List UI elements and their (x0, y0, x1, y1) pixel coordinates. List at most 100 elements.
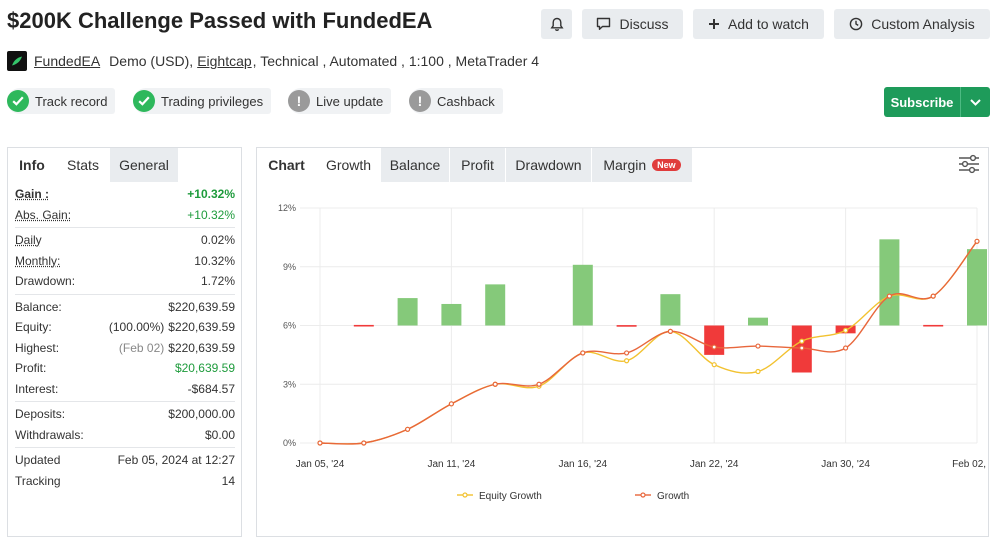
tab-balance[interactable]: Balance (381, 148, 449, 182)
legend-label: Growth (657, 491, 689, 502)
add-to-watch-button[interactable]: Add to watch (693, 9, 824, 39)
x-tick-label: Jan 22, '24 (690, 459, 739, 470)
bar (485, 284, 506, 326)
stat-label[interactable]: Monthly: (15, 253, 61, 268)
chart-settings-button[interactable] (958, 154, 980, 179)
page-title: $200K Challenge Passed with FundedEA (7, 8, 433, 33)
bar (616, 325, 637, 327)
growth-point (624, 350, 630, 356)
x-tick-label: Jan 16, '24 (558, 459, 607, 470)
stat-value: $220,639.59 (168, 320, 235, 335)
stats-panel: Info Stats General Gain : +10.32% Abs. G… (7, 147, 242, 537)
growth-point (448, 401, 454, 407)
tab-general[interactable]: General (110, 148, 178, 182)
comment-icon (597, 17, 611, 30)
system-meta: FundedEA Demo (USD), Eightcap , Technica… (7, 51, 539, 71)
badge-label: Track record (35, 93, 108, 109)
exclamation-circle-icon: ! (288, 90, 310, 112)
tab-margin[interactable]: Margin New (592, 148, 692, 182)
badge-live-update[interactable]: ! Live update (288, 88, 392, 114)
equity-growth-point (842, 327, 849, 333)
tab-stats[interactable]: Stats (67, 157, 99, 173)
badge-track-record[interactable]: Track record (7, 88, 116, 114)
tab-chart[interactable]: Chart (268, 157, 305, 173)
stat-label: Withdrawals: (15, 427, 84, 442)
bar (923, 324, 944, 327)
sliders-icon (959, 154, 979, 174)
tab-growth[interactable]: Growth (325, 157, 372, 173)
stat-value: $0.00 (204, 427, 235, 442)
x-tick-label: Jan 30, '24 (821, 459, 870, 470)
stat-interest: Interest: -$684.57 (15, 379, 235, 400)
stat-label: Updated (15, 453, 61, 468)
y-tick-label: 3% (283, 379, 296, 389)
y-tick-label: 9% (283, 262, 296, 272)
tab-drawdown[interactable]: Drawdown (506, 148, 591, 182)
discuss-button[interactable]: Discuss (582, 9, 683, 39)
growth-point (667, 328, 673, 334)
stat-balance: Balance: $220,639.59 (15, 297, 235, 318)
stat-value-wrap: (Feb 02) $220,639.59 (119, 341, 235, 355)
growth-line (319, 240, 978, 445)
stat-value: $220,639.59 (168, 299, 235, 314)
broker-link[interactable]: Eightcap (197, 53, 252, 69)
stat-label[interactable]: Gain : (15, 187, 50, 202)
bar (353, 324, 374, 327)
author-link[interactable]: FundedEA (34, 53, 101, 69)
tab-profit[interactable]: Profit (450, 148, 505, 182)
system-details: , Technical , Automated , 1:100 , MetaTr… (252, 53, 540, 69)
badge-cashback[interactable]: ! Cashback (409, 88, 503, 114)
bar (748, 317, 768, 326)
subscribe-label: Subscribe (890, 94, 954, 110)
legend-label: Equity Growth (479, 491, 542, 502)
stat-value-wrap: (100.00%) $220,639.59 (109, 320, 235, 334)
equity-growth-point (624, 358, 630, 364)
discuss-label: Discuss (619, 16, 669, 32)
stat-updated: Updated Feb 05, 2024 at 12:27 (15, 450, 235, 471)
stat-value: 10.32% (194, 253, 235, 268)
stat-label: Interest: (15, 381, 59, 396)
growth-chart: 0% 3% 6% 9% 12% Jan 05, '24 Jan 11, '24 Jan 16,… (278, 203, 988, 502)
chart-tabs: Chart Growth Balance Profit Drawdown Mar… (257, 148, 988, 182)
badge-label: Cashback (437, 93, 495, 109)
stat-label[interactable]: Abs. Gain: (15, 207, 72, 222)
stat-value: 14 (221, 473, 235, 488)
tab-info[interactable]: Info (19, 157, 45, 173)
stat-label: Equity: (15, 320, 52, 335)
bar (441, 303, 462, 326)
legend-marker (462, 492, 468, 498)
badge-trading-privileges[interactable]: Trading privileges (133, 88, 272, 114)
stat-value: 0.02% (200, 233, 235, 248)
fundedea-logo (7, 51, 27, 71)
y-tick-label: 12% (278, 203, 296, 213)
stat-gain: Gain : +10.32% (15, 184, 235, 205)
stat-value: Feb 05, 2024 at 12:27 (117, 453, 235, 468)
stat-label: Balance: (15, 299, 62, 314)
equity-growth-point (799, 338, 805, 344)
custom-analysis-button[interactable]: Custom Analysis (834, 9, 990, 39)
stat-tracking: Tracking 14 (15, 471, 235, 492)
clock-icon (849, 17, 863, 31)
stat-highest: Highest: (Feb 02) $220,639.59 (15, 338, 235, 359)
stat-label[interactable]: Daily (15, 233, 42, 248)
bar (572, 264, 593, 326)
stat-value: +10.32% (187, 187, 235, 202)
stat-deposits: Deposits: $200,000.00 (15, 404, 235, 425)
growth-point (842, 345, 849, 351)
check-circle-icon (7, 90, 29, 112)
equity-growth-point (755, 368, 761, 375)
y-tick-label: 0% (283, 438, 296, 448)
equity-growth-line (319, 240, 978, 445)
stat-value: -$684.57 (187, 381, 235, 396)
stat-profit: Profit: $20,639.59 (15, 358, 235, 379)
notify-button[interactable] (541, 9, 572, 39)
growth-point (536, 381, 542, 387)
stat-value: $220,639.59 (168, 340, 235, 355)
chevron-down-icon[interactable] (960, 87, 990, 117)
x-tick-label: Jan 05, '24 (296, 459, 345, 470)
stat-note: (Feb 02) (118, 340, 165, 355)
subscribe-button[interactable]: Subscribe (884, 87, 990, 117)
bar (879, 239, 900, 326)
badge-label: Trading privileges (161, 93, 264, 109)
growth-point (711, 344, 717, 350)
